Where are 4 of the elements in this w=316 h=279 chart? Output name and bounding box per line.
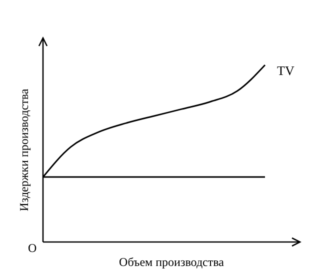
x-axis-title: Объем производства	[119, 255, 225, 269]
series-label: TV	[277, 63, 295, 78]
text: O	[28, 241, 37, 255]
y-axis-title: Издержки производства	[17, 88, 31, 212]
